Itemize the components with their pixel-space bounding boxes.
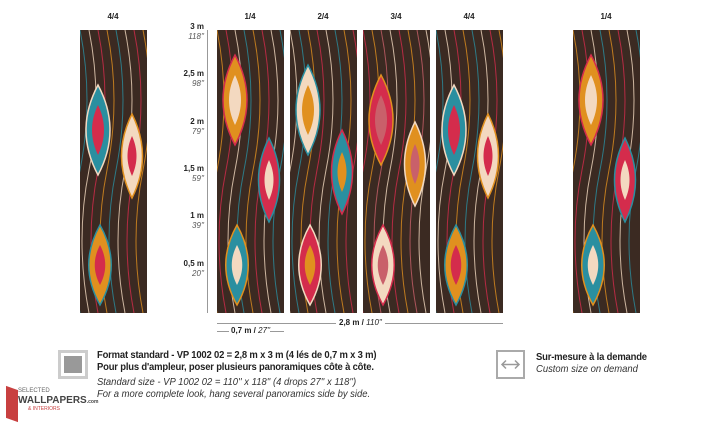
square-format-icon	[58, 350, 88, 379]
ruler-tick: 1,5 m 59''	[183, 164, 204, 183]
ruler-tick: 3 m 118''	[188, 22, 204, 41]
ruler-tick: 1 m 39''	[190, 211, 204, 230]
height-ruler-line	[207, 30, 208, 313]
panel-label: 2/4	[317, 12, 329, 21]
wallpaper-panel	[436, 30, 503, 313]
wallpaper-panel	[363, 30, 430, 313]
wallpaper-panel	[290, 30, 357, 313]
drop-width-line	[217, 331, 229, 332]
wallpaper-panel	[80, 30, 147, 313]
custom-size-text: Sur-mesure à la demande Custom size on d…	[536, 351, 647, 375]
horizontal-arrows-icon	[496, 350, 525, 379]
panel-label: 3/4	[390, 12, 402, 21]
drop-width-label: 0,7 m / 27''	[231, 326, 271, 335]
ruler-tick: 2,5 m 98''	[183, 69, 204, 88]
wallpaper-panel	[573, 30, 640, 313]
ruler-tick: 0,5 m 20''	[183, 259, 204, 278]
selected-wallpapers-logo: SELECTED WALLPAPERS.com & INTERIORS	[4, 385, 98, 423]
panel-label: 4/4	[463, 12, 475, 21]
panel-label: 1/4	[600, 12, 612, 21]
panel-label: 4/4	[107, 12, 119, 21]
standard-format-text: Format standard - VP 1002 02 = 2,8 m x 3…	[97, 349, 377, 400]
panel-label: 1/4	[244, 12, 256, 21]
drop-width-line	[270, 331, 284, 332]
total-width-label: 2,8 m / 110''	[336, 318, 385, 327]
ruler-tick: 2 m 79''	[190, 117, 204, 136]
wallpaper-panel	[217, 30, 284, 313]
